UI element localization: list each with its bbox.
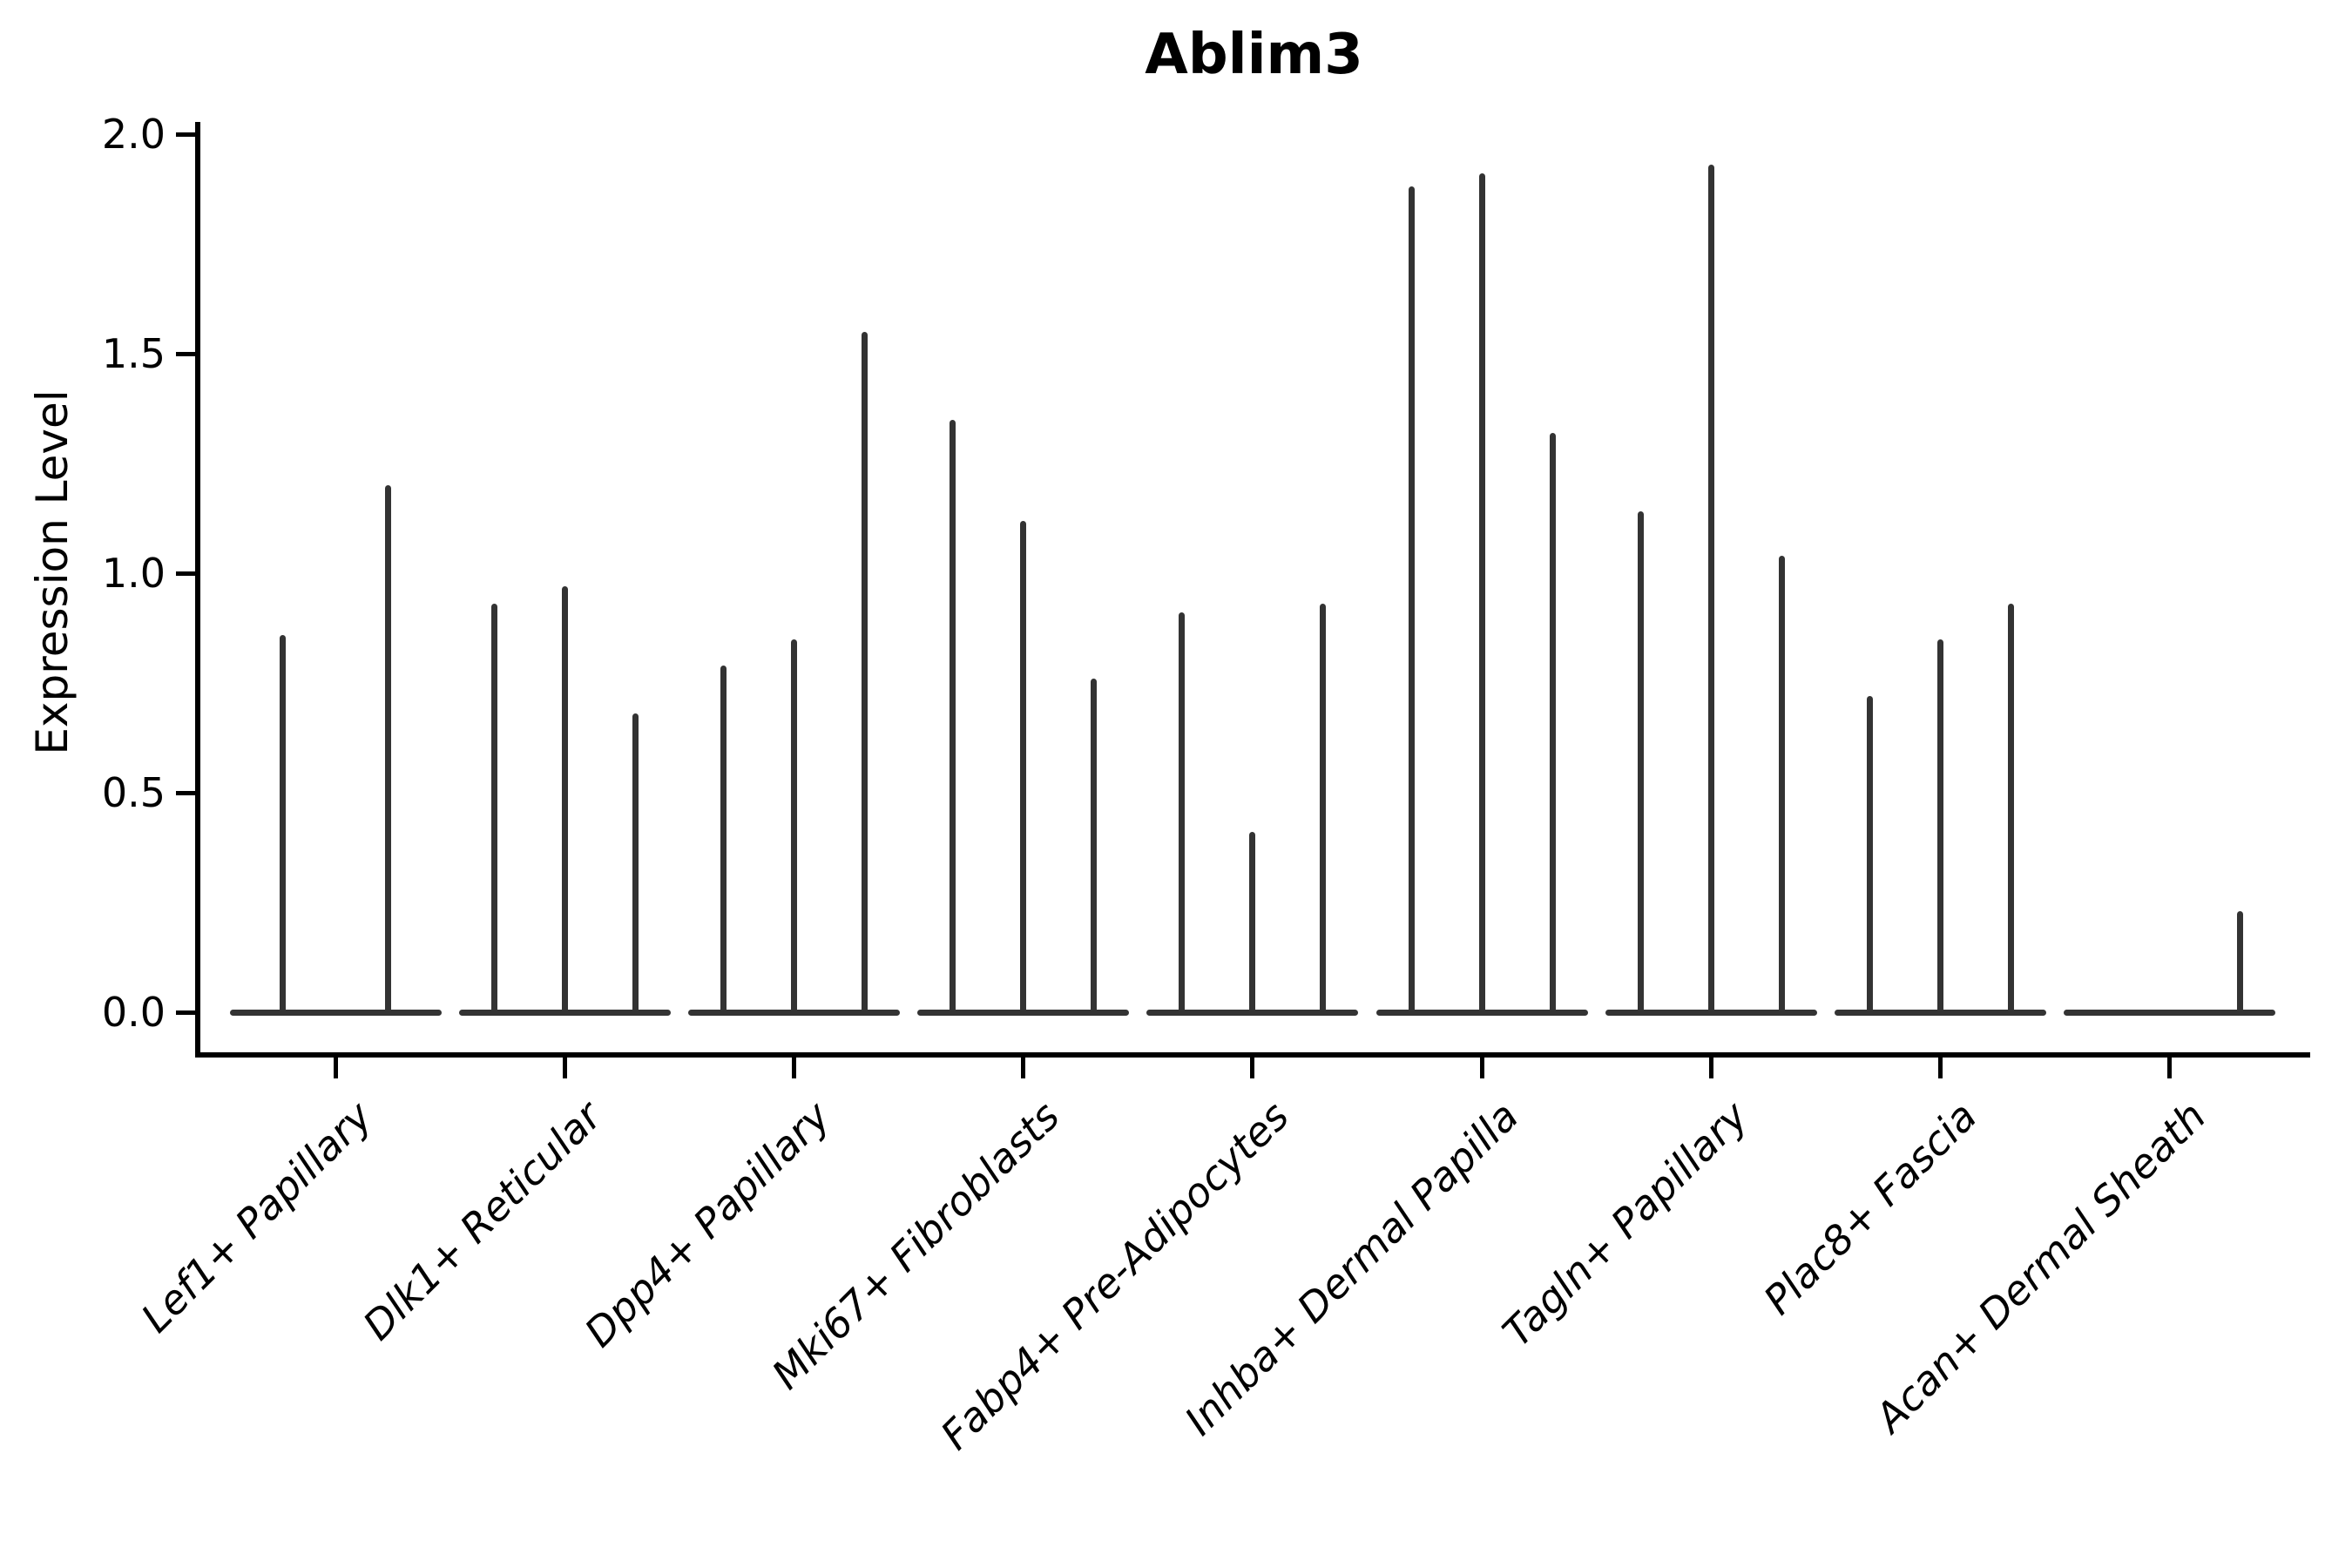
violin-density-spike xyxy=(790,639,797,1015)
violin-density-spike xyxy=(632,713,639,1015)
violin-density-spike xyxy=(1179,612,1186,1015)
violin-density-spike xyxy=(561,586,568,1015)
y-tick xyxy=(176,1010,195,1015)
x-tick-label: Tagln+ Papillary xyxy=(1493,1092,1757,1356)
violin-density-spike xyxy=(950,419,956,1015)
y-tick-label: 1.0 xyxy=(101,550,166,597)
y-tick xyxy=(176,132,195,137)
x-tick-label: Plac8+ Fascia xyxy=(1754,1092,1986,1324)
x-tick xyxy=(1937,1058,1943,1078)
violin-density-spike xyxy=(1549,432,1556,1015)
y-tick-label: 0.5 xyxy=(101,769,166,816)
x-tick xyxy=(333,1058,338,1078)
violin-density-spike xyxy=(720,665,727,1015)
x-tick xyxy=(1021,1058,1026,1078)
y-tick xyxy=(176,351,195,356)
violin-density-spike xyxy=(1249,832,1256,1015)
violin-density-spike xyxy=(1478,173,1485,1015)
violin-density-spike xyxy=(279,634,286,1015)
violin-density-spike xyxy=(385,485,392,1015)
chart-title: Ablim3 xyxy=(1145,23,1363,87)
violin-density-spike xyxy=(2007,604,2014,1015)
x-tick-label: Dpp4+ Papillary xyxy=(575,1092,840,1356)
violin-baseline xyxy=(229,1009,442,1016)
violin-density-spike xyxy=(1936,639,1943,1015)
violin-density-spike xyxy=(1707,165,1714,1015)
violin-density-spike xyxy=(2237,911,2244,1015)
violin-density-spike xyxy=(1778,555,1785,1015)
y-tick xyxy=(176,571,195,576)
violin-density-spike xyxy=(490,604,497,1015)
x-tick xyxy=(562,1058,567,1078)
violin-density-spike xyxy=(1408,186,1415,1015)
violin-baseline xyxy=(2064,1009,2276,1016)
x-tick-label: Lef1+ Papillary xyxy=(132,1092,382,1342)
y-tick-label: 2.0 xyxy=(101,111,166,158)
violin-density-spike xyxy=(1866,696,1873,1015)
x-tick xyxy=(1479,1058,1484,1078)
x-tick xyxy=(2167,1058,2173,1078)
violin-density-spike xyxy=(1091,678,1098,1015)
violin-density-spike xyxy=(1320,604,1327,1015)
y-tick-label: 0.0 xyxy=(101,989,166,1036)
violin-density-spike xyxy=(861,331,868,1015)
x-tick-label: Dlk1+ Reticular xyxy=(353,1092,611,1349)
violin-density-spike xyxy=(1637,511,1644,1015)
y-tick xyxy=(176,790,195,795)
x-tick xyxy=(791,1058,796,1078)
x-axis-spine xyxy=(195,1052,2310,1058)
y-tick-label: 1.5 xyxy=(101,330,166,377)
violin-density-spike xyxy=(1020,520,1027,1015)
x-tick xyxy=(1250,1058,1255,1078)
x-tick xyxy=(1708,1058,1713,1078)
y-axis-spine xyxy=(195,122,200,1058)
